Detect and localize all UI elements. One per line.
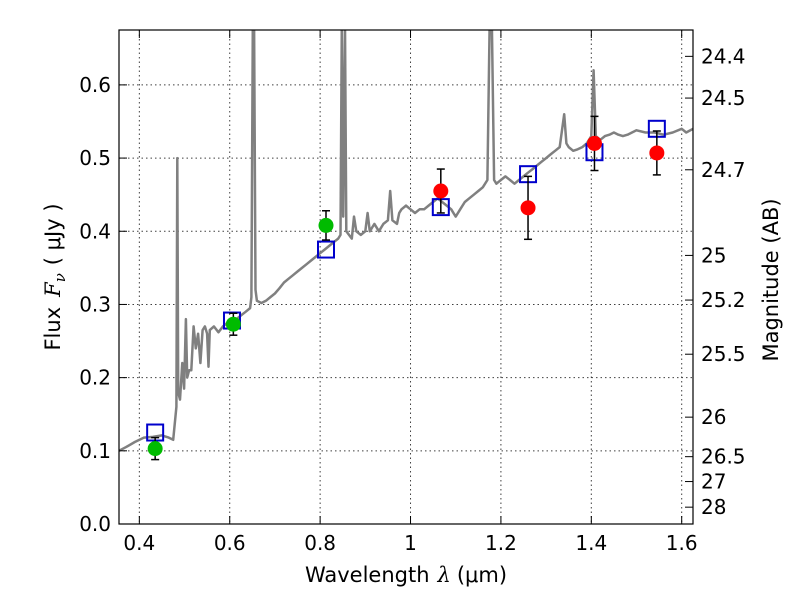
x-axis-label: Wavelength λ (μm) <box>305 563 507 587</box>
y2-tick-label: 26 <box>701 405 726 429</box>
y-tick-label: 0.1 <box>79 439 111 463</box>
y-tick-label: 0.2 <box>79 366 111 390</box>
y2-tick-label: 24.7 <box>701 158 746 182</box>
y2-axis-label: Magnitude (AB) <box>759 198 783 361</box>
y-axis-label: FluxFν( μJy ) <box>41 203 69 350</box>
observed-point <box>433 183 449 199</box>
y2-tick-label: 24.4 <box>701 44 746 68</box>
observed-point <box>318 217 334 233</box>
axis-ticks: 0.4 0.6 0.8 1 1.2 1.4 1.6 0.0 0.1 0.2 0.3 0.4 0.5 0.6… <box>79 30 746 555</box>
x-tick-label: 1.2 <box>485 531 517 555</box>
y-tick-label: 0.4 <box>79 219 111 243</box>
y2-tick-label: 26.5 <box>701 445 746 469</box>
y2-tick-label: 25.5 <box>701 342 746 366</box>
x-tick-label: 1 <box>404 531 417 555</box>
y-tick-label: 0.0 <box>79 512 111 536</box>
y2-tick-label: 28 <box>701 495 726 519</box>
x-tick-label: 1.4 <box>575 531 607 555</box>
x-tick-label: 0.6 <box>214 531 246 555</box>
grid <box>119 30 693 524</box>
y-tick-label: 0.6 <box>79 73 111 97</box>
y2-tick-label: 25.2 <box>701 288 746 312</box>
observed-point <box>147 441 163 457</box>
plot-area <box>119 30 693 461</box>
x-tick-label: 0.8 <box>304 531 336 555</box>
y2-tick-label: 27 <box>701 470 726 494</box>
x-tick-label: 0.4 <box>123 531 155 555</box>
model-photometry-point <box>317 240 336 259</box>
y-tick-label: 0.5 <box>79 146 111 170</box>
spectrum-line <box>119 30 693 452</box>
observed-point <box>586 135 602 151</box>
plot-frame <box>118 29 694 525</box>
observed-point <box>649 145 665 161</box>
y-tick-label: 0.3 <box>79 292 111 316</box>
y2-tick-label: 25 <box>701 243 726 267</box>
y2-tick-label: 24.5 <box>701 86 746 110</box>
x-tick-label: 1.6 <box>666 531 698 555</box>
observed-point <box>520 200 536 216</box>
observed-point <box>225 316 241 332</box>
